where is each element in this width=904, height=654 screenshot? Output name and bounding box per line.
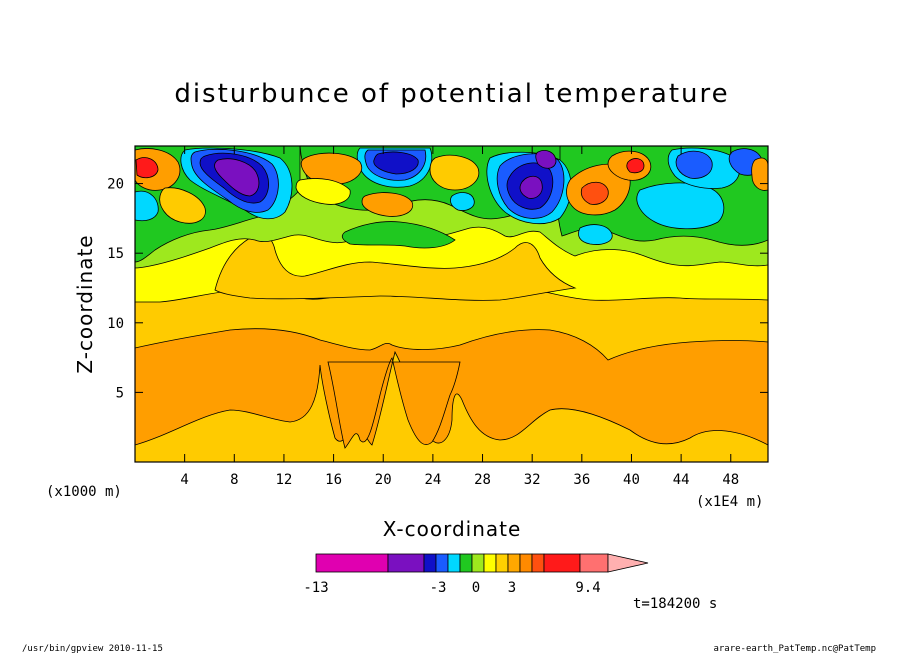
region-darkblue-center [373, 151, 419, 175]
x-tick-label: 40 [623, 472, 640, 488]
footer-left: /usr/bin/gpview 2010-11-15 [22, 644, 163, 654]
y-tick-label: 5 [116, 385, 124, 401]
region-cyan-small-mid [450, 192, 475, 211]
region-orange-bulge [214, 234, 577, 301]
colorbar-arrow [607, 553, 649, 573]
colorbar-segment [483, 553, 497, 573]
x-ticks: 4 8 12 16 20 24 28 32 36 40 44 48 [180, 146, 739, 488]
region-green-mid [341, 221, 456, 249]
region-red-topleft [135, 157, 159, 179]
colorbar-segment [531, 553, 545, 573]
x-tick-label: 8 [230, 472, 238, 488]
region-orange-left2 [159, 187, 206, 224]
x-tick-label: 48 [722, 472, 739, 488]
colorbar-segment [507, 553, 521, 573]
x-tick-label: 12 [276, 472, 293, 488]
colorbar-label: 0 [472, 580, 480, 596]
colorbar-segment [495, 553, 509, 573]
footer-right: arare-earth_PatTemp.nc@PatTemp [713, 644, 876, 654]
region-orange-center-right [429, 154, 480, 191]
colorbar-segment [543, 553, 581, 573]
y-tick-label: 15 [107, 246, 124, 262]
region-red-right2 [626, 158, 645, 174]
colorbar-label: 9.4 [575, 580, 600, 596]
colorbar-segment [459, 553, 473, 573]
x-unit-right: (x1E4 m) [696, 494, 763, 510]
y-ticks: 5 10 15 20 [107, 177, 768, 401]
colorbar-label: -13 [303, 580, 328, 596]
colorbar-segment [435, 553, 449, 573]
colorbar-segment [447, 553, 461, 573]
colorbar-segment [315, 553, 389, 573]
x-tick-label: 16 [325, 472, 342, 488]
colorbar-segment [423, 553, 437, 573]
time-label: t=184200 s [633, 596, 717, 612]
region-cyan-lower-right [578, 224, 613, 245]
region-purple-top-right [535, 150, 557, 169]
region-blue-far-right [675, 150, 713, 179]
chart-title: disturbunce of potential temperature [174, 79, 729, 109]
region-cyan-left [135, 190, 159, 222]
colorbar-segment [519, 553, 533, 573]
region-orange-far-right [751, 157, 768, 191]
contour-field [135, 146, 768, 462]
x-tick-label: 36 [573, 472, 590, 488]
region-purple-right [519, 175, 543, 199]
x-unit-left: (x1000 m) [46, 484, 122, 500]
colorbar-labels: -13 -3 0 3 9.4 [303, 580, 600, 596]
colorbar-segment [387, 553, 425, 573]
colorbar-segment [471, 553, 485, 573]
x-tick-label: 20 [375, 472, 392, 488]
region-yellow-center-left [295, 178, 351, 205]
colorbar-label: 3 [508, 580, 516, 596]
plot-frame [134, 145, 769, 463]
colorbar-label: -3 [430, 580, 447, 596]
colorbar-segment [579, 553, 609, 573]
x-tick-label: 44 [673, 472, 690, 488]
region-red-right [580, 181, 609, 205]
y-tick-label: 10 [107, 316, 124, 332]
region-orange-spikes [327, 357, 461, 449]
x-tick-label: 24 [424, 472, 441, 488]
y-axis-label: Z-coordinate [73, 234, 97, 373]
x-axis-label: X-coordinate [383, 517, 522, 541]
x-tick-label: 32 [524, 472, 541, 488]
region-purple-left [214, 158, 260, 197]
region-orange-center [361, 192, 414, 217]
x-tick-label: 4 [180, 472, 188, 488]
colorbar [315, 553, 649, 573]
x-tick-label: 28 [474, 472, 491, 488]
y-tick-label: 20 [107, 177, 124, 193]
